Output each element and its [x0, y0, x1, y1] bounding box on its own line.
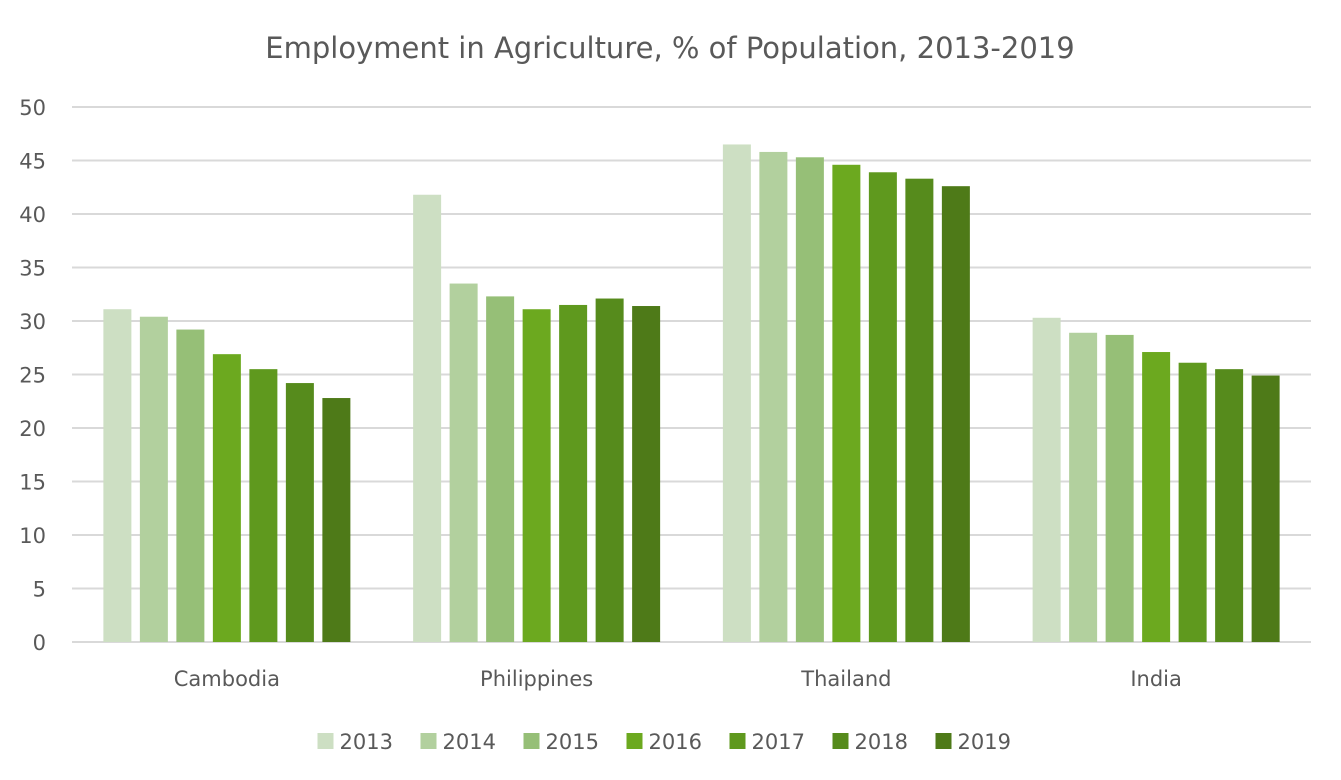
bar-cambodia-2019 — [322, 398, 351, 642]
legend-swatch — [317, 733, 334, 749]
bar-philippines-2015 — [486, 296, 515, 642]
gridlines — [72, 106, 1311, 643]
legend-item-2019: 2019 — [935, 730, 1011, 754]
legend-label: 2019 — [958, 730, 1011, 754]
bars — [103, 144, 1280, 643]
bar-thailand-2016 — [832, 164, 861, 642]
bar-cambodia-2017 — [249, 369, 278, 642]
legend-swatch — [935, 733, 952, 749]
x-tick-label: Cambodia — [174, 667, 280, 691]
bar-philippines-2019 — [632, 306, 661, 642]
bar-philippines-2016 — [522, 309, 551, 642]
legend-item-2014: 2014 — [420, 730, 496, 754]
bar-india-2016 — [1142, 352, 1171, 642]
bar-philippines-2018 — [595, 298, 624, 642]
legend-item-2017: 2017 — [729, 730, 805, 754]
x-axis-ticks: Cambodia Philippines Thailand India — [174, 667, 1182, 691]
bar-india-2018 — [1215, 369, 1244, 642]
y-tick-label: 50 — [19, 96, 46, 120]
legend: 2013 2014 2015 2016 2017 2018 2019 — [317, 730, 1011, 754]
y-tick-label: 45 — [19, 150, 46, 174]
y-tick-label: 15 — [19, 471, 46, 495]
y-tick-label: 30 — [19, 310, 46, 334]
legend-label: 2018 — [855, 730, 908, 754]
bar-india-2013 — [1032, 317, 1061, 642]
bar-thailand-2019 — [941, 186, 970, 642]
y-tick-label: 5 — [33, 578, 46, 602]
x-tick-label: India — [1130, 667, 1182, 691]
y-tick-label: 25 — [19, 364, 46, 388]
y-tick-label: 10 — [19, 524, 46, 548]
bar-cambodia-2015 — [176, 329, 205, 642]
y-axis-ticks: 0 5 10 15 20 25 30 35 40 45 50 — [19, 96, 46, 655]
y-tick-label: 20 — [19, 417, 46, 441]
x-tick-label: Philippines — [480, 667, 593, 691]
y-tick-label: 40 — [19, 203, 46, 227]
legend-swatch — [832, 733, 849, 749]
bar-cambodia-2016 — [212, 354, 241, 642]
bar-thailand-2015 — [795, 157, 824, 643]
bar-philippines-2013 — [413, 194, 442, 643]
legend-label: 2015 — [546, 730, 599, 754]
bar-india-2019 — [1251, 375, 1280, 642]
bar-cambodia-2014 — [139, 316, 168, 642]
legend-item-2015: 2015 — [523, 730, 599, 754]
bar-cambodia-2018 — [285, 383, 314, 642]
legend-label: 2014 — [443, 730, 496, 754]
bar-cambodia-2013 — [103, 309, 132, 642]
legend-item-2013: 2013 — [317, 730, 393, 754]
legend-label: 2016 — [649, 730, 702, 754]
bar-thailand-2018 — [905, 178, 934, 642]
y-tick-label: 35 — [19, 257, 46, 281]
chart-title: Employment in Agriculture, % of Populati… — [265, 31, 1074, 65]
bar-india-2015 — [1105, 334, 1134, 642]
bar-india-2014 — [1069, 332, 1098, 642]
bar-thailand-2013 — [722, 144, 751, 642]
legend-swatch — [523, 733, 540, 749]
bar-thailand-2017 — [868, 172, 897, 642]
legend-swatch — [729, 733, 746, 749]
legend-swatch — [420, 733, 437, 749]
legend-label: 2017 — [752, 730, 805, 754]
legend-label: 2013 — [340, 730, 393, 754]
bar-philippines-2017 — [559, 304, 588, 642]
bar-india-2017 — [1178, 362, 1207, 642]
bar-philippines-2014 — [449, 283, 478, 642]
x-tick-label: Thailand — [800, 667, 891, 691]
legend-item-2018: 2018 — [832, 730, 908, 754]
legend-swatch — [626, 733, 643, 749]
y-tick-label: 0 — [33, 631, 46, 655]
bar-thailand-2014 — [759, 151, 788, 642]
legend-item-2016: 2016 — [626, 730, 702, 754]
